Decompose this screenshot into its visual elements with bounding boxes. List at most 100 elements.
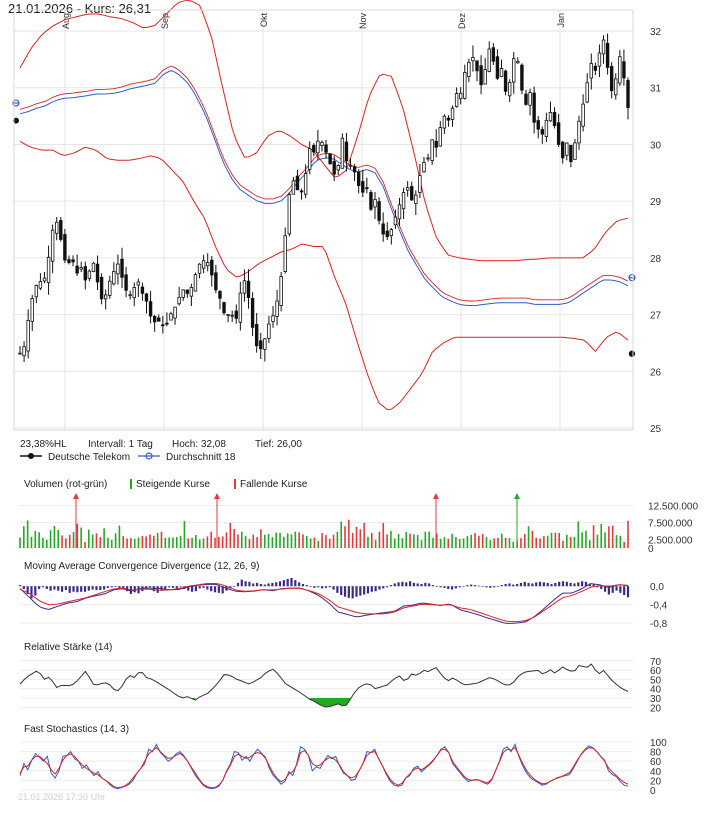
volume-bar [325,535,327,548]
stoch-tick-label: 20 [650,776,662,787]
macd-histogram-bar [53,586,56,590]
rsi-tick-label: 40 [650,685,662,696]
volume-bar [401,538,404,548]
candle-body [454,93,459,107]
macd-histogram-bar [271,582,274,587]
macd-histogram-bar [519,582,523,587]
macd-histogram-bar [236,582,240,587]
macd-histogram-bar [435,586,438,587]
candle-body [177,296,181,305]
volume-bar [527,526,530,548]
macd-histogram-bar [76,586,79,593]
volume-bar [397,534,400,548]
legend-down-swatch [234,479,236,489]
volume-bar [378,531,381,548]
macd-histogram-bar [26,586,29,594]
candle-body [397,204,402,220]
volume-bar [367,536,369,548]
macd-histogram-bar [99,586,102,591]
candle-body [589,63,593,79]
candle-body [556,122,561,145]
candle-body [283,235,287,273]
macd-histogram-bar [87,586,90,591]
volume-overflow-arrow [514,493,520,499]
candle-body [263,338,267,350]
macd-histogram-bar [22,586,25,589]
candle-body [42,277,47,282]
price-month-labels: Aug Sep Okt Nov Dez Jan [61,13,566,30]
candle-body [458,92,463,100]
macd-line [19,583,629,624]
candle-body [181,289,185,298]
stoch-lines [19,743,629,790]
volume-bar [210,531,212,548]
rsi-tick-label: 20 [650,703,662,714]
volume-bar [65,538,67,548]
bollinger-bands [19,0,629,411]
volume-bar [370,533,373,548]
candle-body [565,142,569,156]
candle-body [544,119,549,138]
volume-bar [103,528,105,548]
macd-histogram-bar [454,586,458,589]
price-tick-label: 27 [650,311,662,322]
candle-body [46,256,51,284]
candle-body [250,298,255,328]
candle-body [271,315,275,322]
volume-bar [172,537,174,548]
volume-bar [386,534,388,548]
candle-body [87,270,92,279]
macd-histogram-bar [263,584,266,587]
macd-histogram-bar [619,586,622,593]
macd-histogram-bar [439,586,442,588]
candle-body [291,180,296,195]
macd-lines [19,583,629,624]
macd-histogram-bar [187,586,190,591]
macd-histogram-bar [466,585,469,587]
candle-body [626,80,630,108]
candle-body [206,262,210,267]
rsi-tick-label: 60 [650,666,662,677]
macd-histogram-bar [542,582,545,587]
macd-histogram-bar [370,586,373,592]
price-candles [18,33,630,363]
candle-body [234,310,238,319]
candle-body [197,263,202,274]
macd-histogram-bar [538,581,542,587]
candle-body [552,112,557,127]
volume-bar [577,521,580,548]
bollinger-lower-line [19,141,629,411]
price-frame [13,9,634,431]
macd-histogram-bar [389,585,393,587]
volume-bar [340,521,343,548]
macd-histogram-bar [493,586,496,588]
candle-body [38,281,43,289]
candle-body [226,314,230,317]
volume-bar [546,535,549,548]
macd-histogram-bar [179,586,182,587]
macd-histogram-bar [623,586,626,596]
candle-body [581,103,585,127]
macd-histogram-bar [535,582,538,587]
volume-bar [608,526,610,548]
macd-histogram-bar [603,586,607,592]
volume-bar [80,527,82,548]
candle-body [352,166,357,173]
candle-body [605,42,610,68]
volume-bar [611,525,614,548]
candle-body [336,165,340,171]
macd-histogram-bar [83,586,87,592]
volume-bar [244,536,247,548]
candle-body [67,259,71,263]
volume-bar [501,533,503,548]
low-label: Tief: 26,00 [255,439,302,450]
volume-bar [252,534,255,548]
candle-body [63,234,67,261]
candle-body [377,201,381,221]
volume-bar [260,529,262,548]
volume-bar [382,522,385,548]
volume-bar [191,537,193,548]
candle-body [18,352,22,355]
volume-bar [283,536,285,548]
